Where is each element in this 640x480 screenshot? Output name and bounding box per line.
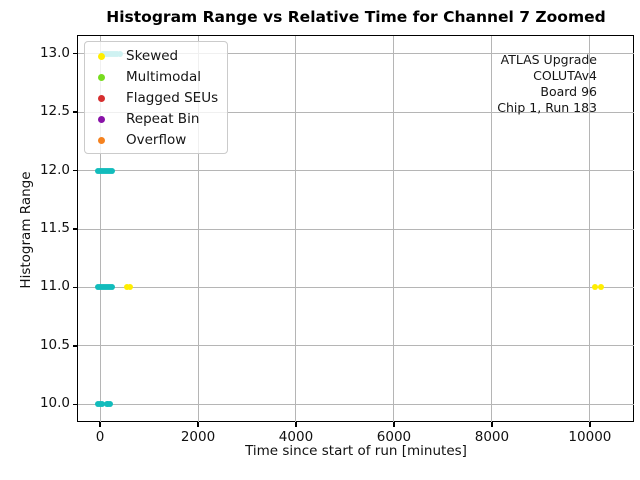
y-tick-mark: [73, 403, 78, 406]
y-tick-mark: [73, 52, 78, 55]
scatter-point-unflagged: [108, 284, 115, 291]
x-axis-label: Time since start of run [minutes]: [245, 443, 467, 459]
y-tick-mark: [73, 345, 78, 347]
scatter-point-unflagged: [108, 167, 115, 174]
y-tick-label: 11.5: [39, 220, 70, 236]
scatter-point-skewed: [123, 284, 130, 291]
legend-row: Multimodal: [85, 67, 227, 88]
legend-row: Flagged SEUs: [85, 88, 227, 109]
y-gridline: [78, 170, 634, 171]
legend-row: Repeat Bin: [85, 109, 227, 130]
scatter-point-skewed: [592, 284, 599, 291]
legend-marker-icon: [98, 73, 105, 81]
x-tick-label: 8000: [474, 429, 510, 445]
y-gridline: [78, 345, 634, 347]
scatter-point-unflagged: [106, 401, 113, 408]
scatter-point-skewed: [597, 284, 604, 291]
x-tick-label: 4000: [278, 429, 314, 445]
legend-marker-icon: [98, 136, 105, 144]
y-tick-mark: [73, 111, 78, 113]
y-tick-label: 12.5: [39, 103, 70, 120]
x-tick-label: 6000: [376, 429, 412, 445]
legend-box: Skewed Multimodal Flagged SEUs Repeat Bin Ov…: [84, 41, 228, 155]
y-tick-mark: [73, 228, 78, 230]
y-gridline: [78, 228, 634, 230]
legend-label: Repeat Bin: [126, 111, 200, 128]
legend-label: Overflow: [126, 132, 187, 148]
x-tick-mark: [589, 422, 591, 427]
legend-row: Overflow: [85, 130, 227, 151]
legend-row: Skewed: [85, 46, 227, 67]
legend-marker-icon: [98, 52, 105, 60]
y-tick-label: 10.0: [39, 395, 70, 412]
legend-label: Skewed: [126, 48, 179, 65]
y-tick-label: 11.0: [39, 278, 70, 295]
y-tick-label: 13.0: [39, 44, 70, 61]
y-gridline: [78, 53, 634, 55]
legend-marker-icon: [98, 94, 105, 102]
y-gridline: [78, 403, 634, 405]
annotation-line: COLUTAv4: [533, 68, 597, 83]
y-tick-label: 12.0: [39, 161, 70, 178]
annotation-line: Board 96: [540, 84, 597, 99]
y-tick-mark: [73, 169, 78, 172]
chart-title: Histogram Range vs Relative Time for Cha…: [106, 8, 606, 26]
legend-label: Flagged SEUs: [126, 90, 219, 107]
annotation-line: Chip 1, Run 183: [497, 100, 597, 115]
annotation-line: ATLAS Upgrade: [500, 52, 597, 67]
x-tick-mark: [393, 422, 395, 427]
scatter-point-skewed: [127, 284, 134, 291]
x-tick-mark: [295, 422, 297, 427]
y-tick-mark: [73, 286, 78, 289]
annotation-text: ATLAS Upgrade COLUTAv4 Board 96 Chip 1, Run…: [497, 52, 597, 116]
y-gridline: [78, 286, 634, 288]
y-tick-label: 10.5: [39, 336, 70, 353]
x-tick-mark: [491, 422, 493, 427]
x-tick-label: 10000: [568, 429, 612, 445]
x-tick-label: 0: [95, 429, 105, 445]
x-tick-label: 2000: [180, 429, 216, 445]
x-tick-mark: [99, 422, 101, 427]
x-tick-mark: [197, 422, 199, 427]
legend-label: Multimodal: [126, 69, 202, 86]
legend-marker-icon: [98, 115, 105, 123]
y-gridline: [78, 111, 634, 113]
scatter-point-unflagged: [98, 401, 105, 408]
